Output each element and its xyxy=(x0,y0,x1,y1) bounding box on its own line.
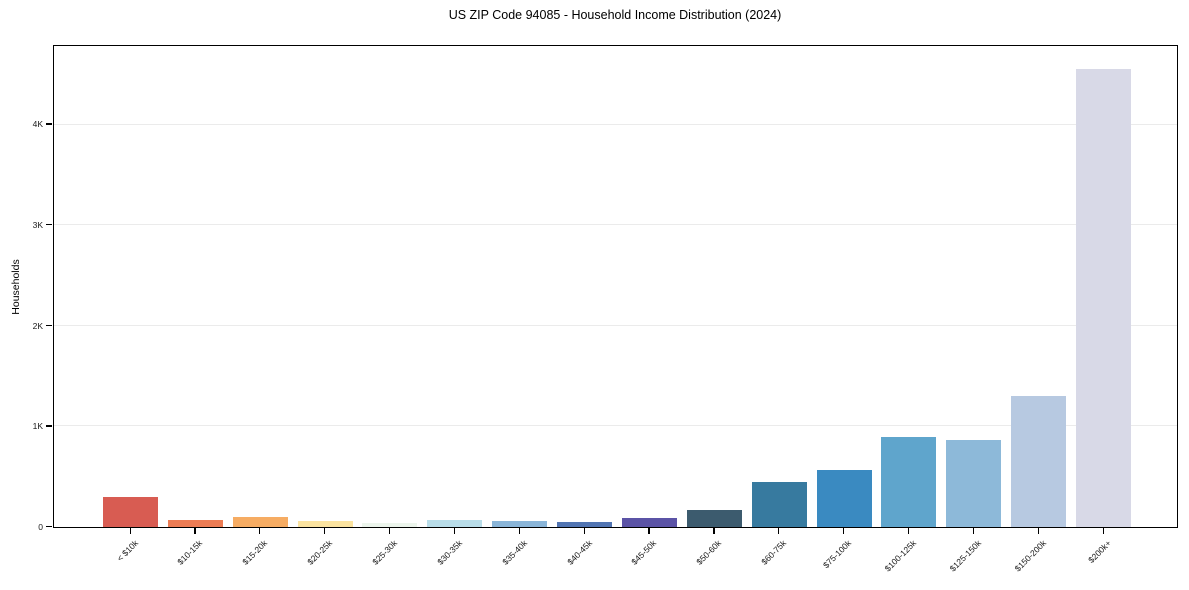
x-tick-mark xyxy=(194,528,196,534)
y-tick-label: 3K xyxy=(32,220,43,231)
x-tick-label: $100-125k xyxy=(882,538,919,574)
x-tick-mark xyxy=(778,528,780,534)
x-tick-label: $45-50k xyxy=(629,538,659,567)
y-tick-mark xyxy=(46,425,52,427)
y-tick-label: 2K xyxy=(32,320,43,331)
x-tick-label: $20-25k xyxy=(305,538,335,567)
x-tick-label: $75-100k xyxy=(820,538,854,571)
bar xyxy=(232,517,288,527)
y-tick-label: 4K xyxy=(32,119,43,130)
y-tick-mark xyxy=(46,526,52,528)
bar xyxy=(686,510,742,527)
x-tick-mark xyxy=(583,528,585,534)
x-tick-label: $60-75k xyxy=(759,538,789,567)
x-tick-label: < $10k xyxy=(114,538,140,564)
gridline xyxy=(54,224,1177,226)
y-tick-label: 1K xyxy=(32,421,43,432)
gridline xyxy=(54,324,1177,326)
x-tick-mark xyxy=(1037,528,1039,534)
plot-area xyxy=(53,45,1178,528)
x-tick-label: $35-40k xyxy=(499,538,529,567)
y-axis-label: Households xyxy=(10,259,22,315)
x-tick-mark xyxy=(388,528,391,534)
x-tick-label: $15-20k xyxy=(240,538,270,567)
x-tick-mark xyxy=(324,528,326,534)
bar xyxy=(427,519,483,527)
x-tick-label: $40-45k xyxy=(564,538,594,567)
x-tick-mark xyxy=(129,528,131,534)
gridline xyxy=(54,425,1177,427)
x-tick-mark xyxy=(453,528,456,534)
bar xyxy=(362,522,418,527)
x-tick-label: $50-60k xyxy=(694,538,724,567)
bar xyxy=(1076,69,1132,527)
chart-title: US ZIP Code 94085 - Household Income Dis… xyxy=(448,8,782,22)
x-tick-label: $125-150k xyxy=(947,538,983,574)
bar xyxy=(103,497,158,527)
x-tick-mark xyxy=(972,528,974,534)
bar xyxy=(297,521,353,527)
y-tick-mark xyxy=(46,123,52,125)
bar xyxy=(557,522,613,527)
x-tick-mark xyxy=(648,528,650,534)
x-tick-mark xyxy=(907,528,910,534)
bar xyxy=(492,520,548,527)
x-tick-label: $200k+ xyxy=(1085,538,1113,565)
x-tick-mark xyxy=(713,528,715,534)
x-tick-mark xyxy=(259,528,261,534)
gridline xyxy=(54,123,1177,125)
y-tick-label: 0 xyxy=(38,522,43,532)
bar xyxy=(751,482,807,527)
y-tick-mark xyxy=(46,324,52,326)
bar xyxy=(816,469,872,527)
bar xyxy=(1011,396,1067,527)
bar xyxy=(621,517,677,527)
x-tick-mark xyxy=(518,528,520,534)
bar xyxy=(946,439,1002,527)
x-tick-label: $150-200k xyxy=(1012,538,1048,574)
x-tick-label: $10-15k xyxy=(175,538,205,567)
bar xyxy=(167,520,223,527)
bar xyxy=(881,437,937,527)
x-tick-mark xyxy=(1102,528,1104,534)
x-tick-mark xyxy=(843,528,845,534)
y-tick-mark xyxy=(46,224,52,226)
x-tick-label: $30-35k xyxy=(435,538,464,567)
x-tick-label: $25-30k xyxy=(370,538,400,567)
